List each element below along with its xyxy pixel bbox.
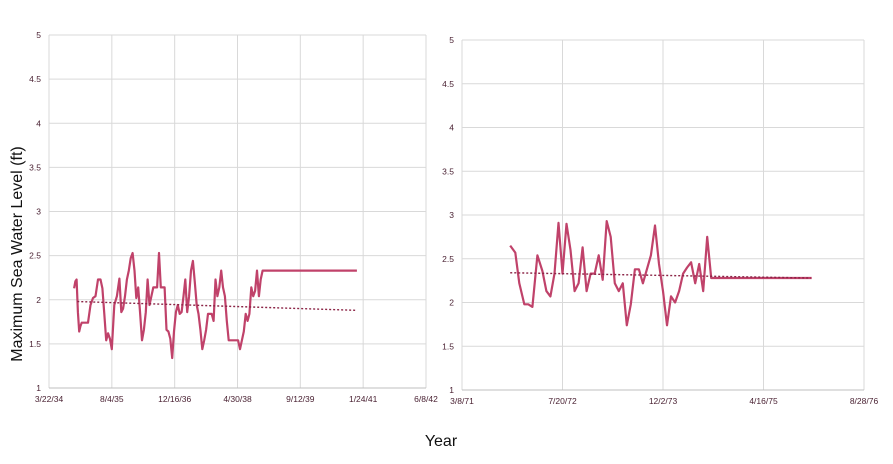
y-tick-label: 2.5 <box>29 251 41 261</box>
series-line <box>73 251 357 360</box>
x-tick-label: 7/20/72 <box>548 396 577 406</box>
chart-1: 1 1.5 2 2.5 3 3.5 4 4.5 5 3/22/34 8/4/35 12/16/36 4/… <box>29 30 438 404</box>
x-tick-label: 8/4/35 <box>100 394 124 404</box>
y-tick-label: 1.5 <box>29 339 41 349</box>
x-tick-label: 3/8/71 <box>450 396 474 406</box>
x-tick-label: 8/28/76 <box>850 396 879 406</box>
plots-group: 1 1.5 2 2.5 3 3.5 4 4.5 5 3/22/34 8/4/35 12/16/36 4/… <box>29 30 878 406</box>
y-tick-label: 4 <box>36 118 41 128</box>
chart-2: 1 1.5 2 2.5 3 3.5 4 4.5 5 3/8/71 7/20/72 12/2/73 4/1… <box>442 35 878 406</box>
x-tick-label: 6/8/42 <box>414 394 438 404</box>
x-tick-label: 3/22/34 <box>35 394 64 404</box>
y-tick-label: 3 <box>36 207 41 217</box>
y-tick-label: 5 <box>449 35 454 45</box>
y-tick-label: 2 <box>449 298 454 308</box>
x-tick-label: 4/16/75 <box>749 396 778 406</box>
y-tick-label: 2.5 <box>442 254 454 264</box>
x-axis-title: Year <box>425 433 458 450</box>
y-tick-label: 3 <box>449 210 454 220</box>
y-tick-label: 3.5 <box>29 162 41 172</box>
x-tick-label: 9/12/39 <box>286 394 315 404</box>
x-tick-label: 12/2/73 <box>649 396 678 406</box>
y-axis-title: Maximum Sea Water Level (ft) <box>9 146 26 361</box>
y-tick-label: 5 <box>36 30 41 40</box>
y-tick-label: 1 <box>449 385 454 395</box>
series-line <box>509 220 812 327</box>
y-tick-label: 4.5 <box>442 79 454 89</box>
x-tick-label: 1/24/41 <box>349 394 378 404</box>
x-tick-label: 4/30/38 <box>223 394 252 404</box>
y-tick-label: 1 <box>36 383 41 393</box>
y-tick-label: 4 <box>449 123 454 133</box>
y-tick-label: 2 <box>36 295 41 305</box>
y-tick-label: 3.5 <box>442 166 454 176</box>
x-tick-label: 12/16/36 <box>158 394 191 404</box>
y-tick-label: 1.5 <box>442 341 454 351</box>
y-tick-label: 4.5 <box>29 74 41 84</box>
trend-line <box>77 300 357 312</box>
